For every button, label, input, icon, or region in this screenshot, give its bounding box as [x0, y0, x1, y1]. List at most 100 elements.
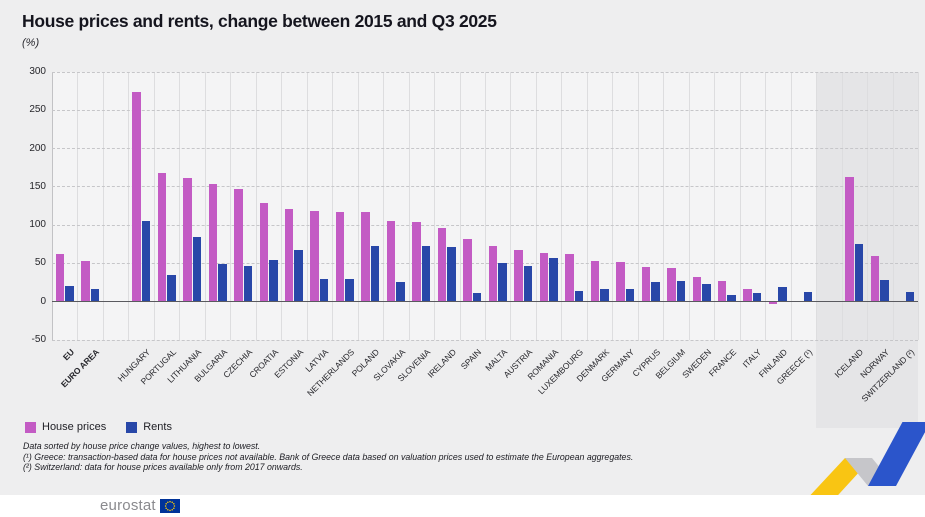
column-separator: [688, 72, 690, 340]
footer-bar: eurostat: [0, 495, 925, 517]
column-separator: [230, 72, 232, 340]
bar-house-prices-denmark: [590, 261, 600, 302]
gridline-150: [52, 186, 918, 188]
bar-house-prices-hungary: [132, 91, 141, 302]
bar-house-prices-spain: [463, 238, 472, 302]
column-separator: [841, 72, 843, 340]
y-tick-label: 200: [29, 142, 46, 154]
x-category-label: SPAIN: [459, 347, 484, 372]
bar-house-prices-italy: [743, 289, 752, 302]
legend-item-house-prices: House prices: [25, 421, 106, 433]
bar-rents-netherlands: [345, 278, 354, 302]
legend-label-rents: Rents: [143, 421, 172, 433]
bar-rents-switzerland-: [905, 291, 915, 302]
column-separator: [383, 72, 385, 340]
bar-house-prices-latvia: [310, 210, 319, 302]
bar-house-prices-luxembourg: [565, 254, 574, 302]
eu-flag-icon: [159, 498, 180, 513]
y-tick-label: 100: [29, 219, 46, 231]
bar-house-prices-croatia: [259, 202, 268, 302]
column-separator: [408, 72, 410, 340]
column-separator: [128, 72, 130, 340]
footnote-sort: Data sorted by house price change values…: [23, 441, 261, 451]
bar-house-prices-ireland: [437, 228, 447, 302]
gridline-300: [52, 71, 918, 73]
column-separator: [765, 72, 767, 340]
bar-house-prices-france: [717, 281, 727, 302]
column-separator: [306, 72, 308, 340]
bar-rents-slovenia: [421, 245, 431, 302]
zero-line: [52, 301, 918, 303]
bar-house-prices-norway: [870, 255, 880, 302]
bar-house-prices-portugal: [157, 173, 167, 302]
column-separator: [892, 72, 894, 340]
bar-rents-croatia: [269, 259, 278, 302]
footnote-switzerland: (²) Switzerland: data for house prices a…: [23, 462, 303, 472]
bar-rents-greece-: [803, 291, 813, 302]
bar-house-prices-belgium: [667, 268, 676, 302]
column-separator: [485, 72, 486, 340]
bar-rents-romania: [549, 258, 558, 302]
bar-house-prices-romania: [539, 252, 549, 302]
column-separator: [918, 72, 919, 340]
bar-house-prices-germany: [616, 261, 625, 302]
column-separator: [459, 72, 461, 340]
bar-house-prices-iceland: [845, 176, 854, 302]
column-separator: [255, 72, 257, 340]
bar-rents-iceland: [854, 243, 864, 302]
bar-house-prices-cyprus: [641, 267, 651, 302]
bar-house-prices-poland: [361, 212, 370, 302]
column-separator: [867, 72, 869, 340]
column-separator: [739, 72, 741, 340]
bar-rents-czechia: [243, 265, 253, 302]
legend-label-house-prices: House prices: [42, 421, 107, 433]
bar-house-prices-estonia: [284, 209, 294, 302]
bar-rents-denmark: [600, 288, 609, 302]
bar-rents-france: [727, 294, 736, 302]
unit-label: (%): [22, 37, 40, 49]
x-category-label: ITALY: [740, 347, 764, 370]
y-tick-label: 250: [29, 104, 46, 116]
bar-rents-belgium: [676, 281, 686, 302]
bar-rents-austria: [523, 266, 533, 302]
bar-rents-malta: [498, 262, 507, 302]
gridline-50: [52, 262, 918, 264]
column-separator: [816, 72, 818, 340]
ribbon-blue-stroke: [868, 422, 925, 486]
gridline-100: [52, 224, 918, 226]
eu-flag-stars: [164, 500, 175, 511]
bar-rents-lithuania: [192, 237, 202, 302]
gridline-200: [52, 148, 918, 150]
rents-swatch: [126, 421, 138, 433]
bar-house-prices-euro-area: [81, 261, 90, 302]
bar-house-prices-slovakia: [386, 220, 396, 302]
bar-rents-hungary: [141, 221, 151, 302]
bar-rents-eu: [65, 286, 74, 302]
bar-rents-euro-area: [90, 288, 100, 302]
y-tick-label: 0: [40, 295, 46, 307]
column-separator: [281, 72, 283, 340]
footnotes: Data sorted by house price change values…: [23, 441, 633, 473]
bar-rents-estonia: [294, 250, 303, 302]
bar-rents-italy: [752, 292, 762, 302]
y-tick-label: 150: [29, 180, 46, 192]
column-separator: [790, 72, 792, 340]
bar-rents-bulgaria: [218, 264, 227, 302]
column-separator: [561, 72, 563, 340]
column-separator: [357, 72, 359, 340]
bar-house-prices-sweden: [692, 277, 701, 302]
y-tick-label: 300: [29, 66, 46, 77]
bar-house-prices-lithuania: [183, 178, 192, 302]
gridline--50: [52, 339, 918, 341]
bar-rents-luxembourg: [574, 290, 584, 302]
column-separator: [204, 72, 206, 340]
bar-house-prices-bulgaria: [208, 183, 218, 302]
bar-rents-poland: [370, 245, 380, 302]
y-axis-line: [52, 72, 53, 340]
bar-rents-portugal: [167, 274, 176, 302]
bar-rents-finland: [778, 287, 787, 302]
bar-house-prices-slovenia: [412, 222, 421, 302]
column-separator: [714, 72, 716, 340]
column-separator: [663, 72, 665, 340]
